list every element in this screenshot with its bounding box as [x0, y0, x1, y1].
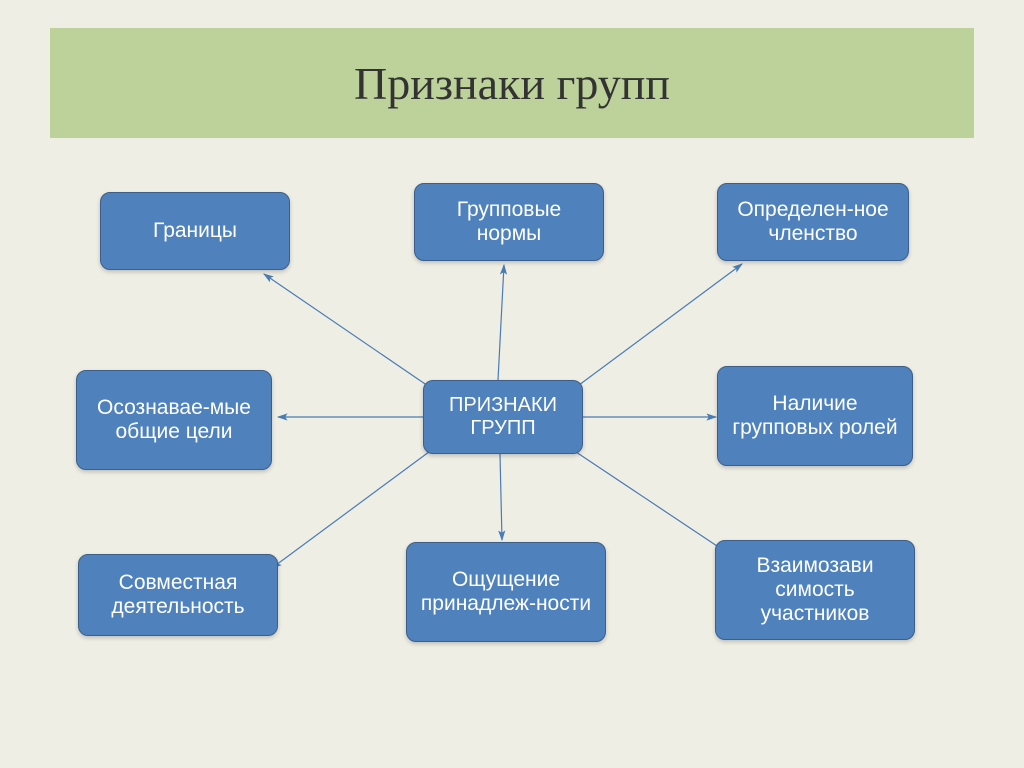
node-joint-activity: Совместная деятельность [78, 554, 278, 636]
title-band: Признаки групп [50, 28, 974, 138]
node-group-norms: Групповые нормы [414, 183, 604, 261]
node-label: Границы [153, 219, 237, 243]
center-node-label: ПРИЗНАКИ ГРУПП [434, 394, 572, 440]
node-label: Определен-ное членство [728, 198, 898, 246]
node-interdep: Взаимозави симость участников [715, 540, 915, 640]
node-label: Совместная деятельность [89, 571, 267, 619]
edge [498, 265, 504, 380]
node-label: Наличие групповых ролей [728, 392, 902, 440]
node-label: Групповые нормы [425, 198, 593, 246]
node-label: Взаимозави симость участников [726, 554, 904, 626]
slide-title: Признаки групп [354, 57, 670, 110]
node-label: Ощущение принадлеж-ности [417, 568, 595, 616]
edge [264, 274, 431, 388]
node-membership: Определен-ное членство [717, 183, 909, 261]
node-group-roles: Наличие групповых ролей [717, 366, 913, 466]
node-belonging: Ощущение принадлеж-ности [406, 542, 606, 642]
edge [567, 446, 732, 556]
center-node: ПРИЗНАКИ ГРУПП [423, 380, 583, 454]
node-boundaries: Границы [100, 192, 290, 270]
edge [500, 454, 502, 540]
node-label: Осознавае-мые общие цели [87, 396, 261, 444]
edge [575, 264, 742, 388]
node-common-goals: Осознавае-мые общие цели [76, 370, 272, 470]
